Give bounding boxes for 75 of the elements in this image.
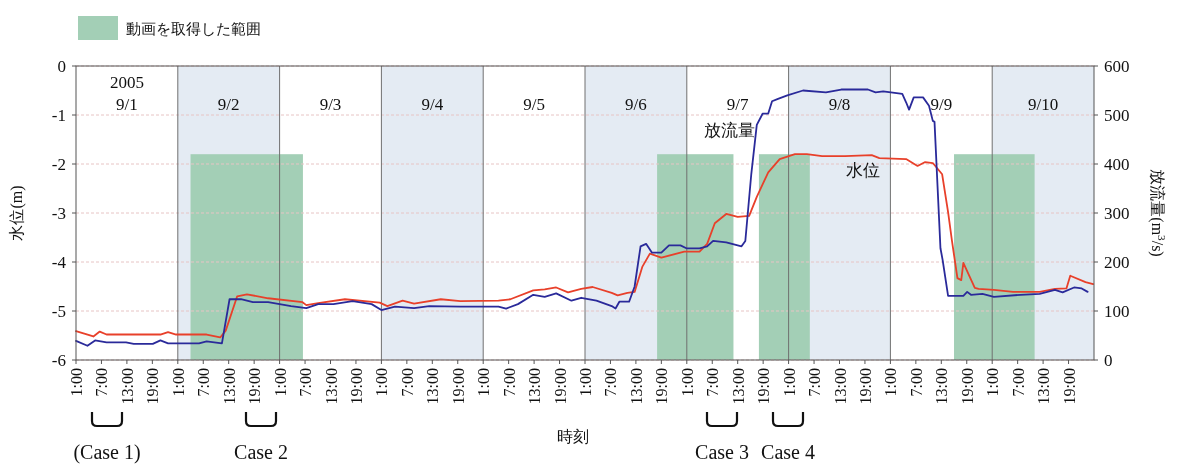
y2-tick-label: 300 — [1104, 204, 1130, 223]
ref-line-label: 9/8 — [828, 95, 851, 114]
x-tick-label: 1:00 — [68, 368, 85, 397]
x-tick-label: 13:00 — [1035, 368, 1053, 405]
y2-tick-label: 500 — [1104, 106, 1130, 125]
ref-line-label: 9/7 — [726, 95, 750, 114]
series-label: 放流量 — [703, 120, 755, 140]
y-tick-label: -3 — [51, 204, 66, 223]
x-tick-label: 7:00 — [1009, 368, 1027, 397]
x-tick-label: 7:00 — [500, 368, 518, 397]
y-tick-label: -2 — [51, 155, 66, 174]
ref-line-label: 9/6 — [625, 95, 647, 114]
series-label: 水位 — [845, 161, 880, 181]
x-tick-label: 19:00 — [958, 368, 976, 405]
x-tick-label: 19:00 — [449, 368, 467, 405]
x-tick-label: 13:00 — [118, 368, 136, 405]
line-series — [75, 88, 1089, 347]
annotation: 2005 9/1 — [109, 73, 144, 114]
ref-line-label: 9/4 — [421, 95, 444, 114]
x-tick-label: 13:00 — [729, 368, 747, 405]
x-tick-label: 19:00 — [347, 368, 365, 405]
y2-tick-label: 0 — [1104, 351, 1113, 370]
x-tick-label: 1:00 — [780, 368, 798, 397]
x-tick-label: 1:00 — [169, 368, 187, 397]
x-tick-label: 7:00 — [195, 368, 213, 397]
y-tick-label: -5 — [51, 302, 66, 321]
text: (Case 1) — [73, 441, 141, 464]
y2-tick-label: 600 — [1104, 57, 1130, 76]
y2-tick-label: 400 — [1104, 155, 1130, 174]
y-tick-label: -4 — [51, 253, 67, 272]
x-tick-label: 13:00 — [627, 368, 645, 405]
ref-line-label: 9/3 — [319, 95, 342, 114]
y2-tick-label: 100 — [1104, 302, 1130, 321]
text: Case 2 — [234, 441, 288, 463]
x-tick-label: 7:00 — [398, 368, 416, 397]
x-tick-label: 7:00 — [806, 368, 824, 397]
x-tick-label: 13:00 — [831, 368, 849, 405]
y-axis-title: 水位(m) — [8, 185, 26, 241]
x-tick-label: 1:00 — [373, 368, 391, 397]
x-tick-label: 1:00 — [577, 368, 594, 397]
x-tick-label: 7:00 — [704, 368, 722, 397]
x-tick-label: 19:00 — [246, 368, 264, 405]
text: Case 3 — [695, 441, 749, 463]
y-tick-label: -6 — [51, 351, 66, 370]
y-tick-label: 0 — [57, 57, 66, 76]
x-tick-label: 7:00 — [602, 368, 620, 397]
x-tick-label: 1:00 — [271, 368, 289, 397]
x-tick-label: 7:00 — [93, 368, 111, 397]
line-series — [75, 153, 1095, 339]
x-tick-label: 13:00 — [322, 368, 340, 405]
x-tick-label: 19:00 — [551, 368, 569, 405]
x-tick-label: 1:00 — [678, 368, 696, 397]
ref-line-label: 9/5 — [523, 95, 545, 114]
x-tick-label: 1:00 — [475, 368, 493, 397]
x-tick-label: 13:00 — [526, 368, 544, 405]
x-tick-label: 7:00 — [907, 368, 925, 397]
ref-line-label: 9/9 — [930, 95, 953, 114]
legend-label: 動画を取得した範囲 — [126, 21, 261, 37]
x-tick-label: 13:00 — [933, 368, 951, 405]
x-tick-label: 13:00 — [424, 368, 442, 405]
x-tick-label: 13:00 — [220, 368, 238, 405]
x-tick-label: 1:00 — [984, 368, 1002, 397]
x-tick-label: 1:00 — [882, 368, 900, 397]
x-axis-title: 時刻 — [557, 428, 589, 445]
x-tick-label: 19:00 — [653, 368, 671, 405]
ref-line-label: 9/10 — [1027, 95, 1059, 114]
x-tick-label: 7:00 — [297, 368, 315, 397]
x-tick-label: 19:00 — [755, 368, 773, 405]
x-tick-label: 19:00 — [856, 368, 874, 405]
y-tick-label: -1 — [51, 106, 66, 125]
ref-line-label: 9/2 — [217, 95, 240, 114]
x-tick-label: 19:00 — [1060, 368, 1078, 405]
x-tick-label: 19:00 — [144, 368, 162, 405]
text: Case 4 — [761, 441, 815, 463]
y2-tick-label: 200 — [1104, 253, 1130, 272]
